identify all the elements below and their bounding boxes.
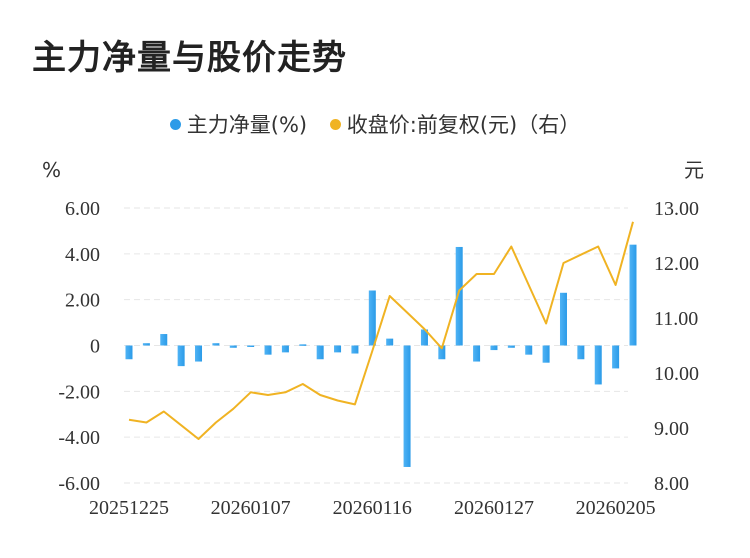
- net-volume-bar: [542, 345, 550, 363]
- net-volume-bar: [142, 343, 150, 346]
- left-tick-label: -2.00: [58, 381, 100, 403]
- x-tick-label: 20260205: [576, 497, 656, 519]
- net-volume-bar: [612, 345, 620, 369]
- net-volume-bar: [177, 345, 185, 367]
- net-volume-bar: [403, 345, 411, 467]
- net-volume-bar: [490, 345, 498, 351]
- close-price-polyline: [128, 221, 634, 440]
- net-volume-bar: [229, 345, 237, 348]
- net-volume-bar: [368, 290, 376, 346]
- right-tick-label: 8.00: [654, 473, 689, 495]
- legend-label-close-price: 收盘价:前复权(元)（右）: [346, 113, 581, 137]
- net-volume-bar: [281, 345, 289, 353]
- net-volume-bar: [455, 246, 463, 346]
- axes: 6.00 4.00 2.00 0 -2.00 -4.00 -6.00 13.00 12.00 11…: [42, 158, 704, 519]
- net-volume-bar: [473, 345, 481, 362]
- net-volume-bar: [160, 334, 168, 346]
- x-tick-label: 20260107: [211, 497, 291, 519]
- net-volume-bar: [195, 345, 203, 362]
- x-tick-label: 20260127: [454, 497, 534, 519]
- net-volume-bar: [125, 345, 133, 360]
- x-tick-label: 20260116: [333, 497, 412, 519]
- right-tick-label: 11.00: [654, 308, 698, 330]
- left-tick-label: 4.00: [65, 244, 100, 266]
- chart-title: 主力净量与股价走势: [32, 38, 347, 78]
- net-volume-bar: [559, 292, 567, 346]
- legend-item-net-volume[interactable]: 主力净量(%): [169, 109, 308, 139]
- x-tick-label: 20251225: [89, 497, 169, 519]
- net-volume-bar: [386, 338, 394, 346]
- left-tick-label: -6.00: [58, 473, 100, 495]
- net-volume-bar: [629, 244, 637, 346]
- net-volume-bar: [577, 345, 585, 360]
- legend-label-net-volume: 主力净量(%): [186, 113, 308, 137]
- net-volume-bar: [247, 345, 255, 347]
- legend-item-close-price[interactable]: 收盘价:前复权(元)（右）: [329, 109, 581, 139]
- right-axis-unit: 元: [684, 158, 704, 182]
- net-volume-bar: [264, 345, 272, 355]
- net-volume-bar: [316, 345, 324, 360]
- chart-legend: 主力净量(%) 收盘价:前复权(元)（右）: [0, 109, 750, 139]
- left-axis-unit: %: [42, 158, 61, 182]
- left-tick-label: 6.00: [65, 198, 100, 220]
- net-volume-bar: [438, 345, 446, 360]
- left-tick-label: 2.00: [65, 290, 100, 312]
- left-tick-label: 0: [90, 336, 100, 358]
- net-volume-bar: [525, 345, 533, 355]
- close-price-line: [128, 221, 634, 440]
- net-volume-bars: [125, 244, 637, 467]
- net-volume-bar: [212, 343, 220, 346]
- left-tick-label: -4.00: [58, 427, 100, 449]
- right-tick-label: 13.00: [654, 198, 699, 220]
- net-volume-bar: [334, 345, 342, 353]
- legend-dot-close-price-icon: [329, 118, 341, 130]
- net-volume-bar: [351, 345, 359, 354]
- right-tick-label: 9.00: [654, 418, 689, 440]
- net-volume-bar: [594, 345, 602, 385]
- net-volume-bar: [507, 345, 515, 348]
- net-volume-bar: [299, 344, 307, 346]
- legend-dot-net-volume-icon: [169, 118, 181, 130]
- right-tick-label: 10.00: [654, 363, 699, 385]
- right-tick-label: 12.00: [654, 253, 699, 275]
- net-volume-bar: [420, 329, 428, 346]
